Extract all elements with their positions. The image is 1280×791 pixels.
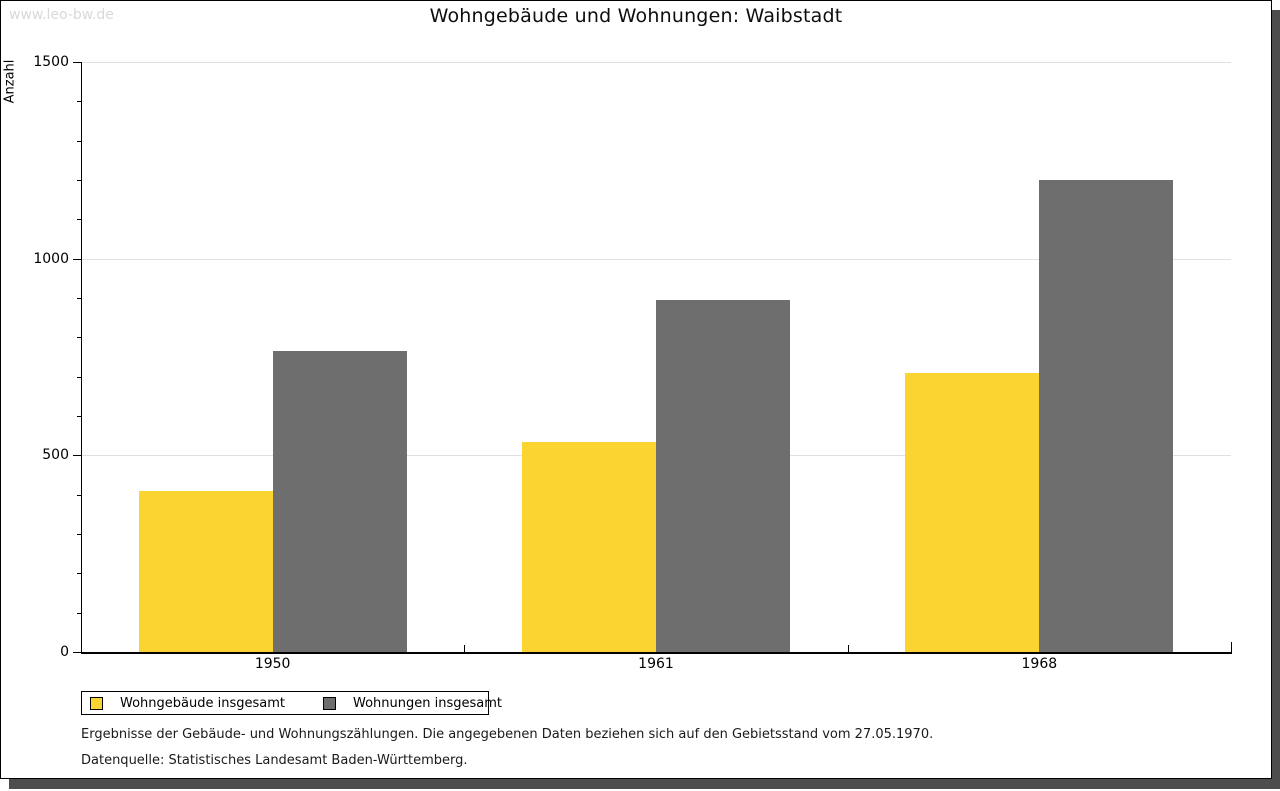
gridline-1500 — [81, 62, 1231, 63]
x-boundary-tick-2 — [847, 645, 849, 652]
y-minor-tick-800 — [77, 337, 81, 339]
legend: Wohngebäude insgesamt Wohnungen insgesamt — [81, 691, 502, 715]
y-minor-tick-1300 — [77, 140, 81, 142]
y-minor-tick-300 — [77, 534, 81, 535]
bar-wohngebaeude-1961 — [522, 441, 656, 652]
legend-item-wohngebaeude: Wohngebäude insgesamt — [90, 696, 285, 711]
y-major-tick-500 — [73, 455, 81, 457]
x-category-label-1950: 1950 — [254, 656, 291, 672]
x-axis-end-tick — [1231, 642, 1232, 652]
y-tick-label-1500: 1500 — [33, 54, 69, 70]
x-category-label-1968: 1968 — [1021, 656, 1058, 672]
y-minor-tick-100 — [77, 612, 81, 614]
bar-wohnungen-1961 — [656, 299, 790, 652]
gridline-1000 — [81, 258, 1231, 260]
y-minor-tick-1100 — [77, 219, 81, 221]
y-minor-tick-600 — [77, 416, 81, 417]
legend-swatch-icon — [323, 696, 336, 710]
bar-wohngebaeude-1950 — [138, 490, 273, 652]
bar-wohnungen-1950 — [272, 351, 407, 652]
y-minor-tick-400 — [77, 494, 81, 496]
y-minor-tick-1200 — [77, 180, 81, 181]
y-tick-label-1000: 1000 — [33, 250, 69, 267]
chart-frame: www.leo-bw.de Wohngebäude und Wohnungen:… — [0, 0, 1272, 779]
legend-swatch-icon — [90, 696, 103, 710]
y-minor-tick-200 — [77, 573, 81, 575]
y-minor-tick-1400 — [77, 101, 81, 103]
bar-wohngebaeude-1968 — [905, 372, 1040, 652]
y-tick-label-500: 500 — [42, 447, 69, 464]
chart-title: Wohngebäude und Wohnungen: Waibstadt — [429, 5, 843, 27]
footnote-data-source: Datenquelle: Statistisches Landesamt Bad… — [81, 753, 468, 768]
x-axis-line — [81, 652, 1232, 654]
y-minor-tick-900 — [77, 298, 81, 299]
y-tick-label-0: 0 — [60, 644, 69, 660]
y-axis-line — [81, 62, 82, 653]
legend-label: Wohnungen insgesamt — [353, 695, 502, 711]
footnote-source-note: Ergebnisse der Gebäude- und Wohnungszähl… — [81, 727, 934, 742]
watermark: www.leo-bw.de — [9, 7, 114, 23]
y-major-tick-1500 — [73, 62, 81, 63]
plot-area: 0 500 1000 1500 1950 1961 1968 — [1, 1, 1271, 778]
legend-item-wohnungen: Wohnungen insgesamt — [323, 696, 502, 711]
y-minor-tick-700 — [77, 376, 81, 378]
x-boundary-tick-1 — [464, 645, 466, 652]
y-major-tick-1000 — [73, 258, 81, 260]
y-major-tick-0 — [73, 652, 81, 653]
x-category-label-1961: 1961 — [638, 656, 674, 672]
legend-label: Wohngebäude insgesamt — [120, 695, 285, 711]
bar-wohnungen-1968 — [1039, 180, 1174, 652]
